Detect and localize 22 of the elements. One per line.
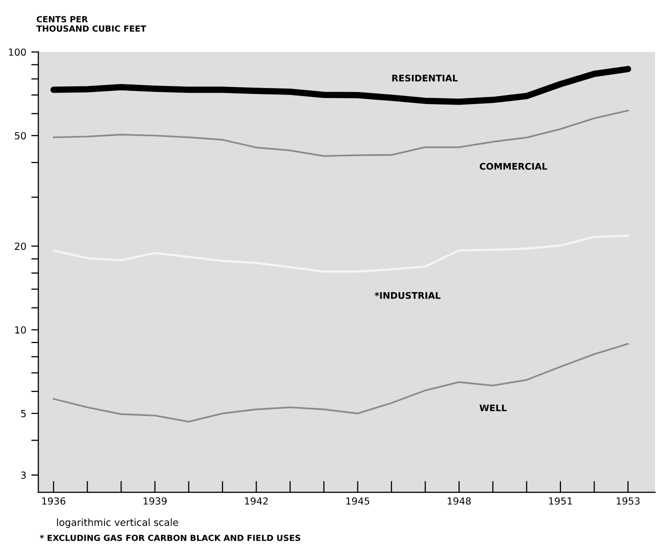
line-series [52,110,629,157]
line-series [52,343,629,422]
x-tick-label: 1939 [144,497,167,505]
text: logarithmic vertical scale [57,518,178,528]
y-tick-label: 20 [14,242,26,250]
x-tick-label: 1942 [244,497,268,505]
y-axis-title: CENTS PER THOUSAND CUBIC FEET [36,16,146,32]
y-tick-label: 100 [9,48,26,56]
y-tick-label: 3 [21,472,26,479]
x-tick-label: 1951 [549,497,572,505]
text: * EXCLUDING GAS FOR CARBON BLACK AND FIELD USES [40,534,300,542]
y-tick-label: 10 [15,326,26,334]
x-tick-label: 1953 [616,497,640,505]
x-tick-label: 1945 [346,497,370,505]
y-tick-label: 50 [14,132,26,140]
y-tick-label: 5 [21,410,26,418]
x-tick-label: 1948 [448,497,471,505]
series-label: RESIDENTIAL [392,74,458,82]
text: WELL [480,404,507,412]
text: *INDUSTRIAL [374,292,440,299]
text: COMMERCIAL [480,162,548,170]
x-tick-label: 1936 [42,497,66,505]
